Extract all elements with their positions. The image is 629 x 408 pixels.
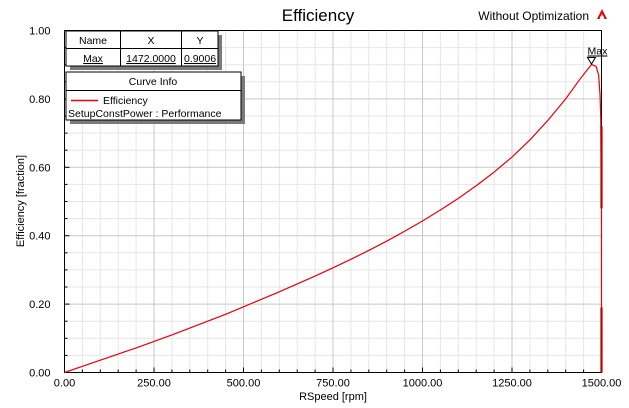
chart-subtitle: Without Optimization [478, 9, 589, 23]
max-marker[interactable]: Max [586, 45, 609, 65]
marker-table-cell-y[interactable]: 0.9006 [184, 53, 216, 65]
series-line-efficiency [64, 63, 603, 374]
marker-table-cell-x[interactable]: 1472.0000 [126, 53, 176, 65]
y-tick-label: 0.00 [29, 368, 50, 380]
legend-sub: SetupConstPower : Performance [68, 108, 222, 120]
x-tick-label: 1500.00 [582, 378, 622, 390]
x-tick-label: 750.00 [316, 378, 350, 390]
y-tick-label: 0.20 [29, 299, 50, 311]
legend-entry: Efficiency [103, 95, 148, 107]
x-tick-label: 1000.00 [403, 378, 443, 390]
x-tick-label: 250.00 [137, 378, 171, 390]
x-tick-label: 1250.00 [492, 378, 532, 390]
marker-table-cell-name[interactable]: Max [83, 53, 104, 65]
series-group [64, 63, 603, 374]
marker-table[interactable]: Name X Y Max 1472.0000 0.9006 [65, 30, 222, 70]
y-tick-label: 0.40 [29, 231, 50, 243]
y-tick-label: 1.00 [29, 26, 50, 38]
max-marker-triangle[interactable] [586, 56, 597, 65]
x-tick-label: 500.00 [227, 378, 261, 390]
max-marker-label: Max [588, 45, 609, 57]
x-tick-label: 0.00 [54, 378, 75, 390]
ansys-logo-icon [597, 9, 607, 19]
legend[interactable]: Curve Info Efficiency SetupConstPower : … [65, 71, 245, 124]
chart-title: Efficiency [282, 6, 355, 25]
x-axis-label: RSpeed [rpm] [299, 391, 367, 403]
marker-table-header-name: Name [79, 35, 107, 47]
marker-table-header-x: X [147, 35, 154, 47]
y-tick-label: 0.60 [29, 162, 50, 174]
legend-box [65, 71, 242, 121]
tick-labels: 0.00 250.00 500.00 750.00 1000.00 1250.00 1500… [29, 26, 621, 390]
y-tick-label: 0.80 [29, 94, 50, 106]
legend-title: Curve Info [129, 76, 178, 88]
y-axis-label: Efficiency [fraction] [15, 155, 27, 247]
marker-table-header-y: Y [196, 35, 203, 47]
